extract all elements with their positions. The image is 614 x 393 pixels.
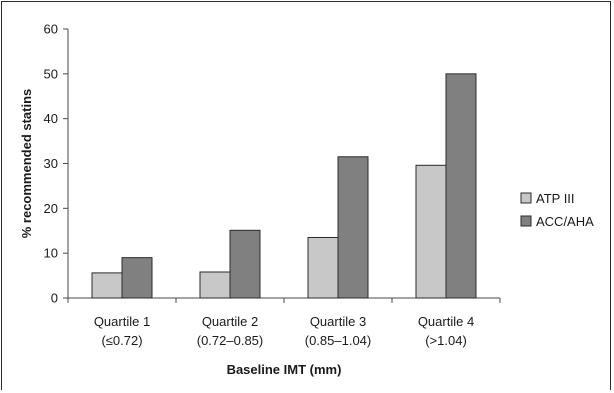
bar-atp-iii-q2 (199, 271, 231, 299)
bar-acc-aha-q4 (445, 73, 477, 299)
x-tick-label: Quartile 3 (310, 314, 366, 329)
bar-acc-aha-q2 (229, 229, 261, 299)
bar-atp-iii-q4 (415, 164, 447, 299)
y-tick-label: 20 (44, 201, 58, 216)
y-tick-label: 50 (44, 66, 58, 81)
y-tick-label: 10 (44, 246, 58, 261)
y-tick-label: 0 (51, 291, 58, 306)
x-tick-label: Quartile 4 (418, 314, 474, 329)
bar-acc-aha-q3 (337, 156, 369, 299)
x-tick-sublabel: (0.85–1.04) (305, 333, 372, 348)
legend-label: ATP III (536, 191, 575, 206)
y-axis-title: % recommended statins (19, 89, 34, 239)
y-tick-label: 30 (44, 156, 58, 171)
x-tick-sublabel: (≤0.72) (101, 333, 142, 348)
x-tick-label: Quartile 2 (202, 314, 258, 329)
x-tick-sublabel: (0.72–0.85) (197, 333, 264, 348)
legend-swatch (520, 215, 532, 227)
bar-atp-iii-q3 (307, 236, 339, 299)
x-tick-label: Quartile 1 (94, 314, 150, 329)
x-tick-sublabel: (>1.04) (425, 333, 467, 348)
labels: 0 10 20 30 40 50 60 Quartile 1 (≤0.72) Quartile 2… (19, 22, 474, 378)
legend: ATP III ACC/AHA (520, 191, 594, 229)
legend-label: ACC/AHA (536, 214, 594, 229)
bar-atp-iii-q1 (91, 272, 123, 299)
y-tick-label: 40 (44, 111, 58, 126)
y-tick-label: 60 (44, 22, 58, 37)
bars (91, 73, 477, 299)
bar-acc-aha-q1 (121, 257, 153, 299)
legend-swatch (520, 192, 532, 204)
x-axis-title: Baseline IMT (mm) (227, 362, 342, 377)
